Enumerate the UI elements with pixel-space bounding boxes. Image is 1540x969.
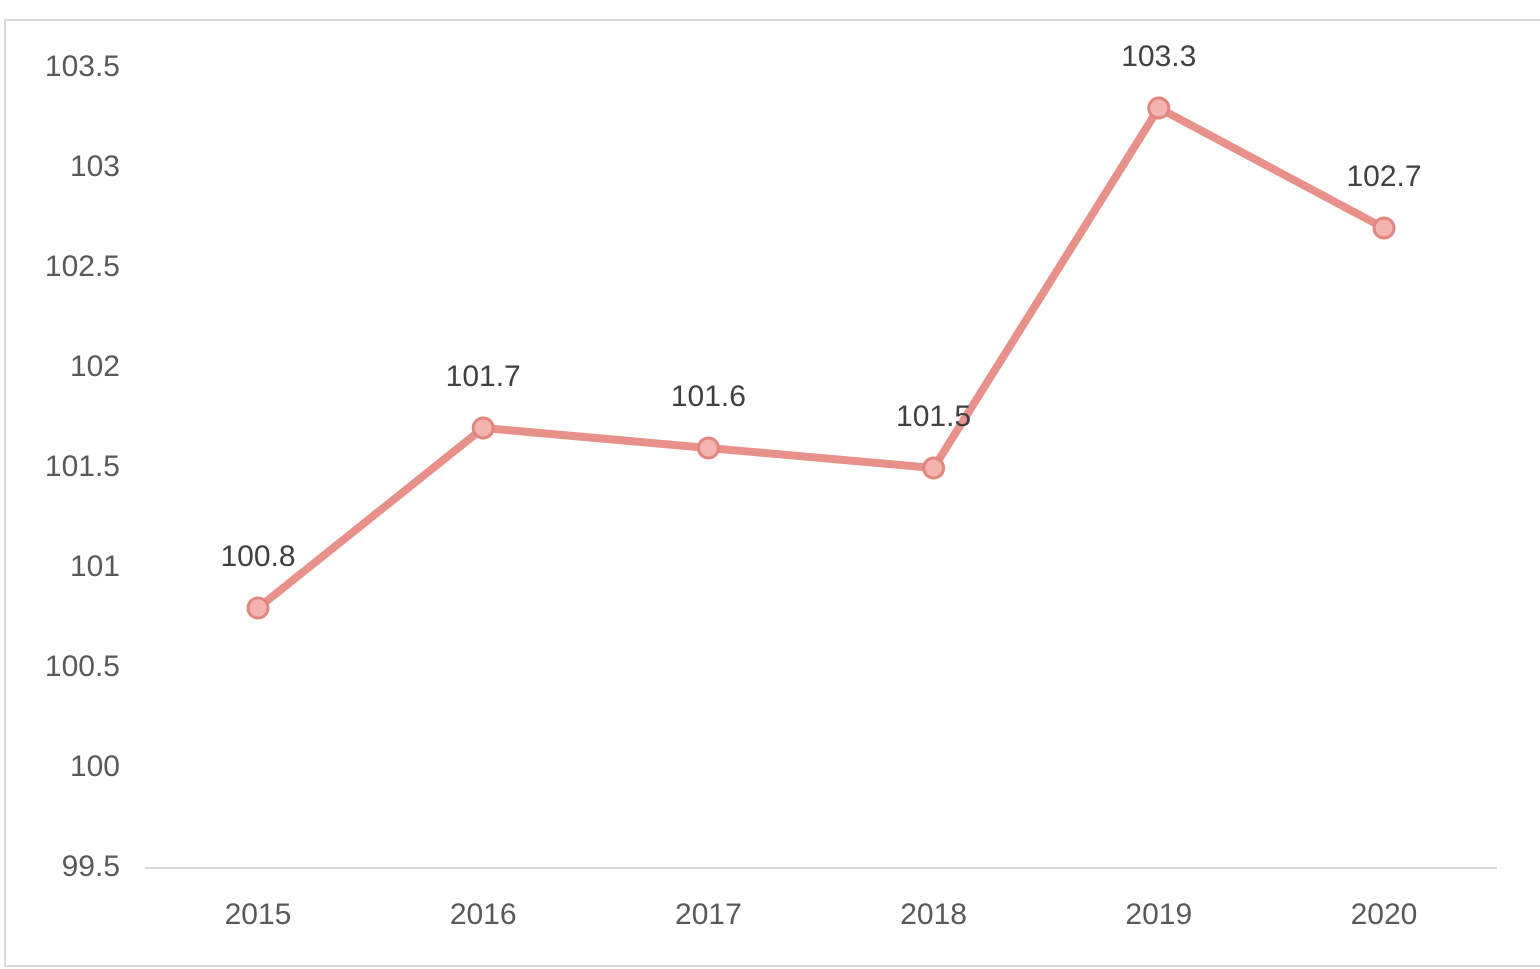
data-point bbox=[696, 436, 720, 460]
data-label: 103.3 bbox=[1121, 40, 1196, 73]
x-tick-label: 2017 bbox=[675, 898, 742, 931]
data-label: 101.5 bbox=[896, 400, 971, 433]
y-tick-label: 103 bbox=[70, 150, 120, 183]
data-point bbox=[922, 456, 946, 480]
x-tick-label: 2018 bbox=[900, 898, 967, 931]
y-tick-label: 101 bbox=[70, 550, 120, 583]
data-point bbox=[1147, 96, 1171, 120]
y-tick-label: 99.5 bbox=[62, 850, 120, 883]
data-point bbox=[246, 596, 270, 620]
x-tick-label: 2015 bbox=[225, 898, 292, 931]
y-tick-label: 100 bbox=[70, 750, 120, 783]
data-point bbox=[471, 416, 495, 440]
x-tick-label: 2020 bbox=[1351, 898, 1418, 931]
y-tick-label: 101.5 bbox=[45, 450, 120, 483]
x-tick-label: 2019 bbox=[1125, 898, 1192, 931]
y-tick-label: 100.5 bbox=[45, 650, 120, 683]
chart-frame bbox=[4, 19, 1540, 967]
data-label: 101.6 bbox=[671, 380, 746, 413]
data-point bbox=[1372, 216, 1396, 240]
series-line bbox=[255, 104, 1386, 612]
x-tick-label: 2016 bbox=[450, 898, 517, 931]
data-label: 100.8 bbox=[220, 540, 295, 573]
data-label: 102.7 bbox=[1346, 160, 1421, 193]
y-tick-label: 103.5 bbox=[45, 50, 120, 83]
y-tick-label: 102 bbox=[70, 350, 120, 383]
data-label: 101.7 bbox=[446, 360, 521, 393]
y-tick-label: 102.5 bbox=[45, 250, 120, 283]
